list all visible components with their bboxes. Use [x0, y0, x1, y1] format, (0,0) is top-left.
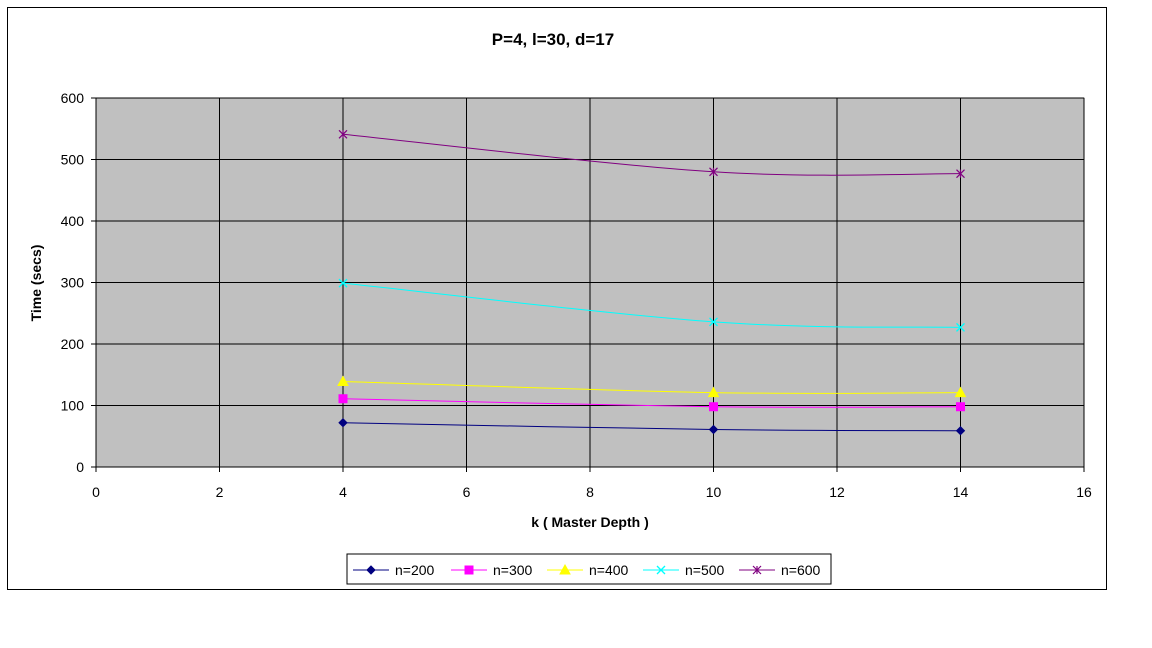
y-axis-label: Time (secs) — [28, 245, 44, 322]
legend-box — [346, 553, 832, 585]
series-line-n=200 — [342, 422, 961, 432]
data-point-n=300 — [956, 402, 965, 412]
legend-label-n=300: n=300 — [493, 562, 533, 578]
series-line-n=300 — [342, 398, 961, 408]
x-tick-label: 8 — [586, 484, 594, 500]
legend: n=200 n=300 n=400 n=500 n=600 — [346, 553, 832, 585]
legend-label-n=500: n=500 — [685, 562, 725, 578]
series-line-n=600 — [342, 133, 961, 176]
y-tick-label: 100 — [61, 398, 85, 414]
series-line-n=400 — [342, 381, 961, 394]
x-tick-label: 10 — [706, 484, 722, 500]
y-tick-label: 500 — [61, 152, 85, 168]
axes — [91, 97, 1085, 472]
y-tick-label: 300 — [61, 275, 85, 291]
x-tick-label: 6 — [463, 484, 471, 500]
series-lines — [337, 129, 967, 436]
data-point-n=500 — [338, 278, 348, 288]
x-tick-label: 12 — [829, 484, 845, 500]
data-point-n=600 — [709, 167, 718, 177]
series-line-n=500 — [342, 282, 961, 328]
chart-frame: P=4, l=30, d=17 0 2 4 6 8 10 12 14 16 0 100 200 300… — [7, 7, 1107, 590]
data-point-n=200 — [708, 424, 719, 435]
legend-label-n=600: n=600 — [781, 562, 821, 578]
grid-lines — [96, 97, 1085, 467]
x-tick-label: 0 — [92, 484, 100, 500]
x-tick-label: 14 — [953, 484, 969, 500]
data-point-n=400 — [337, 375, 349, 387]
legend-label-n=200: n=200 — [395, 562, 435, 578]
y-tick-labels: 0 100 200 300 400 500 600 — [61, 90, 85, 475]
x-tick-label: 4 — [339, 484, 347, 500]
data-point-n=500 — [709, 317, 718, 327]
y-tick-label: 0 — [76, 459, 84, 475]
line-chart: P=4, l=30, d=17 0 2 4 6 8 10 12 14 16 0 100 200 300… — [28, 30, 1092, 585]
data-point-n=200 — [955, 426, 966, 436]
legend-label-n=400: n=400 — [589, 562, 629, 578]
legend-marker-n=600 — [752, 565, 762, 575]
y-tick-label: 400 — [61, 213, 85, 229]
chart-title: P=4, l=30, d=17 — [492, 30, 614, 49]
data-point-n=400 — [707, 386, 720, 398]
y-tick-label: 200 — [61, 336, 85, 352]
data-point-n=300 — [338, 394, 348, 404]
data-point-n=400 — [954, 386, 967, 398]
x-tick-label: 2 — [216, 484, 224, 500]
data-point-n=200 — [338, 418, 348, 428]
data-point-n=500 — [956, 322, 965, 332]
legend-marker-n=300 — [464, 565, 474, 575]
legend-marker-n=400 — [559, 563, 571, 575]
data-point-n=600 — [338, 129, 348, 139]
y-tick-label: 600 — [61, 90, 85, 106]
x-axis-label: k ( Master Depth ) — [531, 514, 648, 530]
legend-marker-n=500 — [656, 565, 666, 575]
data-point-n=300 — [709, 402, 718, 412]
data-point-n=600 — [956, 169, 965, 179]
legend-marker-n=200 — [366, 565, 376, 575]
x-tick-labels: 0 2 4 6 8 10 12 14 16 — [92, 484, 1092, 500]
x-tick-label: 16 — [1076, 484, 1092, 500]
